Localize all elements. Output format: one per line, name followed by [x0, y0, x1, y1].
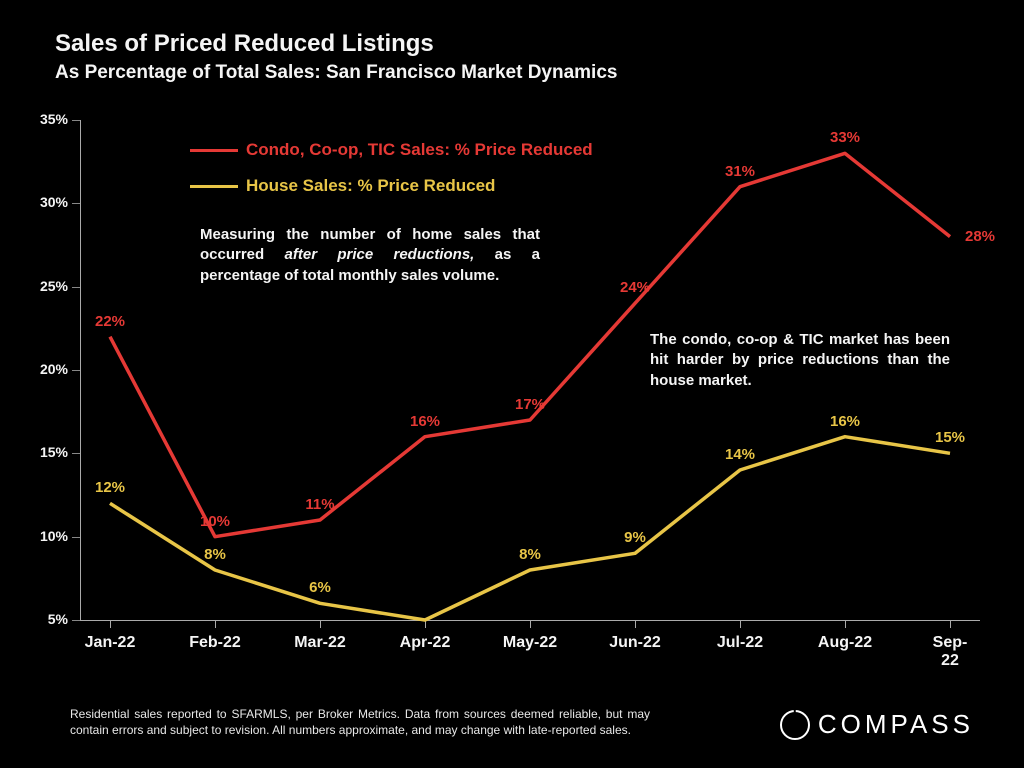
- legend: Condo, Co-op, TIC Sales: % Price Reduced…: [190, 140, 593, 212]
- x-tick: [635, 620, 636, 628]
- x-axis-label: Jan-22: [85, 634, 136, 652]
- x-tick: [320, 620, 321, 628]
- data-label: 9%: [624, 529, 646, 546]
- data-label: 8%: [519, 546, 541, 563]
- x-axis-label: Sep-22: [933, 634, 968, 670]
- x-axis-label: Feb-22: [189, 634, 241, 652]
- data-label: 31%: [725, 163, 755, 180]
- annotation-text: The condo, co-op & TIC market has been h…: [650, 330, 950, 391]
- data-label: 10%: [200, 513, 230, 530]
- compass-logo-icon: [780, 710, 810, 740]
- legend-item: Condo, Co-op, TIC Sales: % Price Reduced: [190, 140, 593, 160]
- house-line: [110, 437, 950, 620]
- y-axis-label: 30%: [28, 194, 68, 210]
- source-footer: Residential sales reported to SFARMLS, p…: [70, 706, 650, 738]
- x-axis-label: Mar-22: [294, 634, 346, 652]
- data-label: 24%: [620, 279, 650, 296]
- annotation-text: Measuring the number of home sales that …: [200, 225, 540, 286]
- data-label: 12%: [95, 479, 125, 496]
- y-axis-label: 5%: [28, 611, 68, 627]
- data-label: 15%: [935, 429, 965, 446]
- compass-logo: COMPASS: [780, 709, 974, 740]
- compass-logo-text: COMPASS: [818, 709, 974, 740]
- x-tick: [950, 620, 951, 628]
- y-tick: [72, 537, 80, 538]
- chart-title: Sales of Priced Reduced Listings: [55, 30, 617, 58]
- data-label: 11%: [305, 496, 334, 513]
- y-tick: [72, 287, 80, 288]
- y-tick: [72, 370, 80, 371]
- y-tick: [72, 203, 80, 204]
- x-tick: [215, 620, 216, 628]
- data-label: 16%: [830, 413, 860, 430]
- data-label: 6%: [309, 579, 331, 596]
- x-tick: [530, 620, 531, 628]
- y-axis-label: 10%: [28, 528, 68, 544]
- legend-swatch: [190, 185, 238, 188]
- data-label: 17%: [515, 396, 545, 413]
- data-label: 8%: [204, 546, 226, 563]
- x-tick: [740, 620, 741, 628]
- data-label: 22%: [95, 313, 125, 330]
- legend-item: House Sales: % Price Reduced: [190, 176, 593, 196]
- data-label: 16%: [410, 413, 440, 430]
- legend-swatch: [190, 149, 238, 152]
- x-tick: [110, 620, 111, 628]
- x-axis-label: Apr-22: [400, 634, 451, 652]
- y-tick: [72, 620, 80, 621]
- x-axis-label: Jun-22: [609, 634, 661, 652]
- y-axis-label: 35%: [28, 111, 68, 127]
- title-block: Sales of Priced Reduced Listings As Perc…: [55, 30, 617, 84]
- legend-label: House Sales: % Price Reduced: [246, 176, 495, 196]
- x-axis-label: Jul-22: [717, 634, 763, 652]
- y-tick: [72, 453, 80, 454]
- chart-subtitle: As Percentage of Total Sales: San Franci…: [55, 62, 617, 84]
- x-axis-label: May-22: [503, 634, 557, 652]
- data-label: 14%: [725, 446, 755, 463]
- data-label: 33%: [830, 129, 860, 146]
- x-tick: [845, 620, 846, 628]
- x-axis-label: Aug-22: [818, 634, 872, 652]
- y-axis-label: 15%: [28, 444, 68, 460]
- y-axis-label: 20%: [28, 361, 68, 377]
- legend-label: Condo, Co-op, TIC Sales: % Price Reduced: [246, 140, 593, 160]
- y-axis-label: 25%: [28, 278, 68, 294]
- y-tick: [72, 120, 80, 121]
- data-label: 28%: [965, 228, 995, 245]
